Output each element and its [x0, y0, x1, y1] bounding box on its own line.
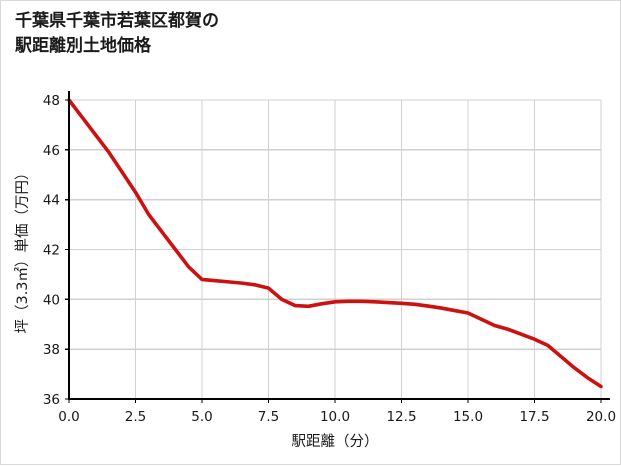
x-tick-label: 0.0 [58, 409, 79, 425]
gridlines [68, 99, 602, 400]
y-tick-label: 44 [43, 193, 60, 209]
page-title: 千葉県千葉市若葉区都賀の 駅距離別土地価格 [15, 11, 219, 56]
x-tick-label: 12.5 [386, 409, 416, 425]
y-tick-label: 46 [43, 143, 60, 159]
x-tick-label: 15.0 [453, 409, 483, 425]
x-tick-label: 20.0 [586, 409, 616, 425]
y-tick-label: 48 [43, 93, 60, 109]
y-tick-label: 38 [43, 342, 60, 358]
y-tick-label: 36 [43, 392, 60, 408]
y-axis-title: 坪（3.3㎡）単価（万円） [14, 165, 31, 333]
axis-spines [67, 91, 610, 401]
x-tick-label: 10.0 [320, 409, 350, 425]
x-axis-title: 駅距離（分） [292, 432, 379, 450]
x-tick-label: 5.0 [191, 409, 212, 425]
y-tick-label: 42 [43, 243, 60, 259]
x-tick-labels: 0.0 2.5 5.0 7.5 10.0 12.5 15.0 17.5 20.0 [58, 409, 616, 425]
x-tick-label: 7.5 [258, 409, 279, 425]
x-tick-label: 17.5 [519, 409, 549, 425]
data-series-line [67, 98, 603, 389]
x-tick-label: 2.5 [125, 409, 146, 425]
y-tick-label: 40 [43, 292, 60, 308]
y-tick-labels: 36 38 40 42 44 46 48 [43, 93, 60, 408]
tickmarks [65, 99, 602, 403]
